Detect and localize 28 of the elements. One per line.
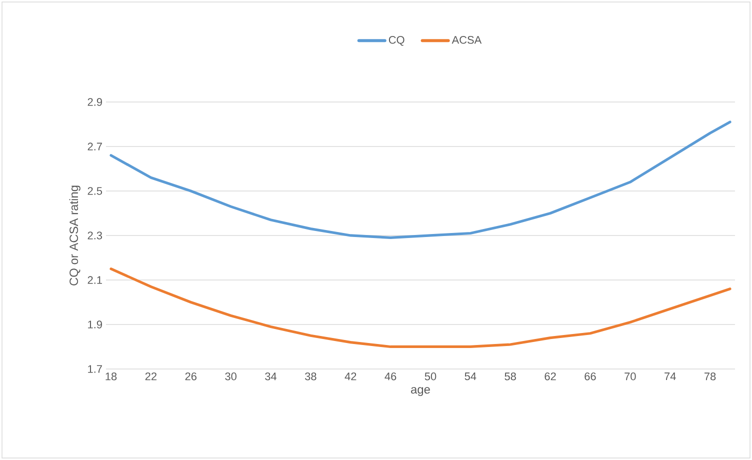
y-tick-label: 1.7 bbox=[88, 365, 102, 373]
x-tick-label: 58 bbox=[504, 372, 516, 380]
x-tick-label: 74 bbox=[664, 372, 676, 380]
x-tick-label: 46 bbox=[384, 372, 396, 380]
x-tick-label: 78 bbox=[704, 372, 716, 380]
x-axis-title: age bbox=[411, 387, 430, 396]
x-tick-label: 54 bbox=[464, 372, 476, 380]
x-tick-label: 42 bbox=[344, 372, 356, 380]
y-tick-label: 1.9 bbox=[88, 320, 102, 328]
y-tick-label: 2.1 bbox=[88, 276, 102, 284]
x-tick-label: 66 bbox=[584, 372, 596, 380]
x-tick-label: 18 bbox=[106, 372, 117, 380]
x-tick-label: 34 bbox=[265, 372, 277, 380]
y-tick-label: 2.5 bbox=[88, 187, 102, 195]
legend-label: ACSA bbox=[452, 36, 482, 44]
line-series bbox=[110, 120, 732, 240]
legend-label: CQ bbox=[388, 36, 404, 46]
x-tick-label: 26 bbox=[185, 372, 196, 380]
x-tick-label: 70 bbox=[624, 372, 636, 380]
y-tick-label: 2.3 bbox=[88, 232, 102, 240]
y-tick-label: 2.7 bbox=[88, 142, 102, 150]
y-axis-title: CQ or ACSA rating bbox=[69, 186, 80, 286]
x-tick-label: 22 bbox=[145, 372, 156, 380]
x-tick-label: 50 bbox=[424, 372, 436, 380]
x-tick-label: 38 bbox=[305, 372, 316, 380]
x-tick-label: 30 bbox=[225, 372, 236, 380]
y-tick-label: 2.9 bbox=[88, 98, 102, 106]
x-tick-label: 62 bbox=[544, 372, 556, 380]
